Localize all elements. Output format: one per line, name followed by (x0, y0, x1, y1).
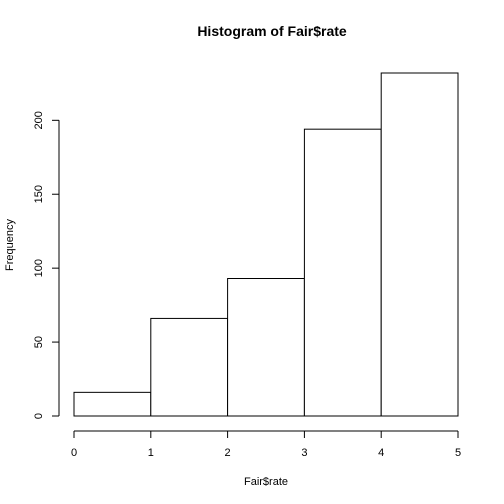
histogram-bars (73, 72, 459, 417)
y-tick-label: 50 (33, 336, 45, 348)
y-tick-label: 0 (33, 413, 45, 419)
x-tick-label: 3 (301, 447, 307, 459)
x-tick-label: 1 (148, 447, 154, 459)
y-axis: 0 50 100 150 200 (33, 111, 60, 419)
histogram-bar-3 (303, 128, 382, 417)
histogram-bar-4 (380, 72, 459, 417)
histogram-bar-1 (150, 317, 229, 417)
y-tick-label: 100 (33, 259, 45, 277)
y-tick-label: 200 (33, 111, 45, 129)
x-tick-label: 2 (225, 447, 231, 459)
y-tick-label: 150 (33, 185, 45, 203)
chart-title: Histogram of Fair$rate (197, 23, 347, 39)
histogram-bar-0 (73, 391, 152, 417)
histogram-bar-2 (227, 278, 305, 417)
x-tick-label: 0 (71, 447, 77, 459)
x-tick-label: 5 (455, 447, 461, 459)
y-axis-label: Frequency (4, 219, 16, 271)
x-axis: 0 1 2 3 4 5 (71, 430, 461, 459)
x-tick-label: 4 (378, 447, 384, 459)
x-axis-label: Fair$rate (244, 476, 288, 488)
